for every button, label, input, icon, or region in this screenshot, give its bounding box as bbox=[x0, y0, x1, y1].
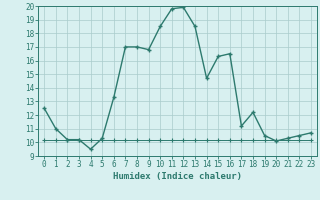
X-axis label: Humidex (Indice chaleur): Humidex (Indice chaleur) bbox=[113, 172, 242, 181]
